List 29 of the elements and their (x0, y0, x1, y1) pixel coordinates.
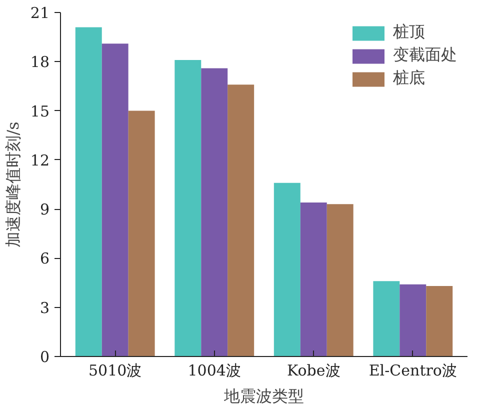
bar (426, 286, 453, 356)
y-axis-title: 加速度峰值时刻/s (3, 122, 22, 248)
bar (400, 284, 426, 356)
bar (201, 68, 228, 356)
x-tick-label: El-Centro波 (368, 362, 457, 380)
y-tick-label: 0 (40, 348, 50, 366)
y-tick-label: 9 (40, 200, 50, 219)
y-tick-label: 18 (30, 53, 50, 72)
legend-label: 桩顶 (393, 22, 425, 43)
bar (102, 44, 128, 356)
bar (326, 204, 354, 356)
y-tick-label: 6 (40, 250, 50, 268)
bar (128, 110, 155, 356)
y-tick-label: 3 (40, 298, 50, 317)
legend-label: 桩底 (393, 68, 425, 89)
x-tick-label: 1004波 (188, 362, 241, 380)
legend-label: 变截面处 (393, 45, 457, 66)
bar (300, 202, 327, 356)
bar (274, 182, 300, 356)
x-tick-label: Kobe波 (286, 362, 340, 380)
bar (373, 281, 400, 356)
x-tick-label: 5010波 (88, 362, 142, 380)
bar (228, 84, 254, 356)
bar (75, 27, 102, 356)
x-axis-title: 地震波类型 (223, 386, 304, 406)
y-tick-label: 15 (30, 102, 50, 120)
y-tick-label: 12 (30, 151, 50, 170)
bar (174, 60, 202, 356)
y-tick-label: 21 (30, 4, 50, 22)
